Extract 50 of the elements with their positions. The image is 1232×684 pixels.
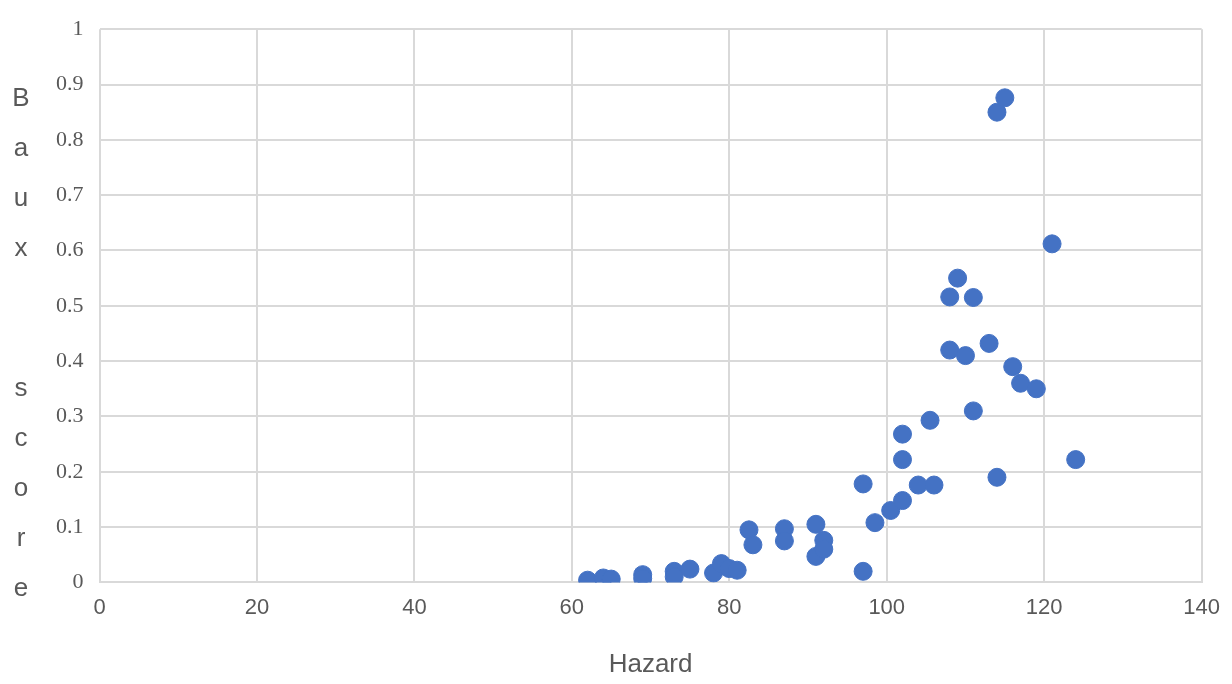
y-tick-label: 0.4 <box>56 346 84 372</box>
point <box>948 268 968 288</box>
y-axis-title: Baux score <box>6 82 36 624</box>
x-axis-title: Hazard <box>608 647 693 678</box>
point <box>987 467 1007 487</box>
point <box>853 561 873 581</box>
y-tick-label: 0 <box>72 568 84 594</box>
point <box>892 491 912 511</box>
x-tick-label: 140 <box>1183 593 1221 619</box>
point <box>1011 373 1031 393</box>
x-tick-label: 0 <box>93 593 106 619</box>
y-tick-label: 0.9 <box>56 70 84 96</box>
point <box>774 531 794 551</box>
point <box>743 535 763 555</box>
point <box>920 410 940 430</box>
point <box>680 559 700 579</box>
point <box>1003 357 1023 377</box>
point <box>963 401 983 421</box>
x-tick-label: 40 <box>402 593 427 619</box>
point <box>739 520 759 540</box>
y-tick-label: 0.7 <box>56 180 84 206</box>
point <box>892 424 912 444</box>
point <box>979 333 999 353</box>
point <box>987 102 1007 122</box>
point <box>1042 234 1062 254</box>
y-tick-label: 0.5 <box>56 291 84 317</box>
point <box>955 346 975 366</box>
x-tick-label: 80 <box>717 593 742 619</box>
x-tick-label: 100 <box>868 593 906 619</box>
point <box>865 513 885 533</box>
point <box>963 288 983 307</box>
point <box>940 340 960 360</box>
y-tick-label: 0.3 <box>56 402 84 428</box>
point <box>853 474 873 494</box>
y-tick-label: 0.6 <box>56 236 84 262</box>
x-tick-label: 60 <box>559 593 585 619</box>
point <box>940 287 960 307</box>
y-tick-label: 0.2 <box>56 457 84 483</box>
y-tick-label: 0.8 <box>56 125 84 151</box>
point <box>806 514 826 534</box>
point <box>1066 450 1086 470</box>
point <box>995 88 1015 108</box>
point <box>908 475 928 495</box>
x-tick-label: 120 <box>1025 593 1063 619</box>
y-tick-label: 1 <box>72 14 84 40</box>
point <box>1026 379 1046 399</box>
y-tick-label: 0.1 <box>56 512 84 538</box>
point <box>892 450 912 470</box>
x-tick-label: 20 <box>244 593 270 619</box>
point <box>924 475 944 495</box>
